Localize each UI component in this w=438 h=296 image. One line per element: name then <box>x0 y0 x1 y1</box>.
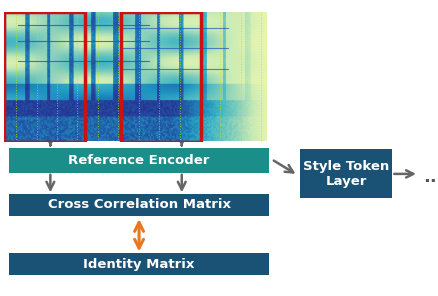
FancyBboxPatch shape <box>9 253 269 275</box>
Text: Cross Correlation Matrix: Cross Correlation Matrix <box>48 199 230 211</box>
Text: Identity Matrix: Identity Matrix <box>83 258 195 271</box>
FancyBboxPatch shape <box>9 194 269 216</box>
FancyBboxPatch shape <box>9 148 269 173</box>
Bar <box>121 12 201 142</box>
Text: Style Token
Layer: Style Token Layer <box>303 160 389 188</box>
Text: ...: ... <box>423 168 438 186</box>
Bar <box>4 12 85 142</box>
Text: Reference Encoder: Reference Encoder <box>68 154 210 167</box>
FancyBboxPatch shape <box>300 149 392 198</box>
